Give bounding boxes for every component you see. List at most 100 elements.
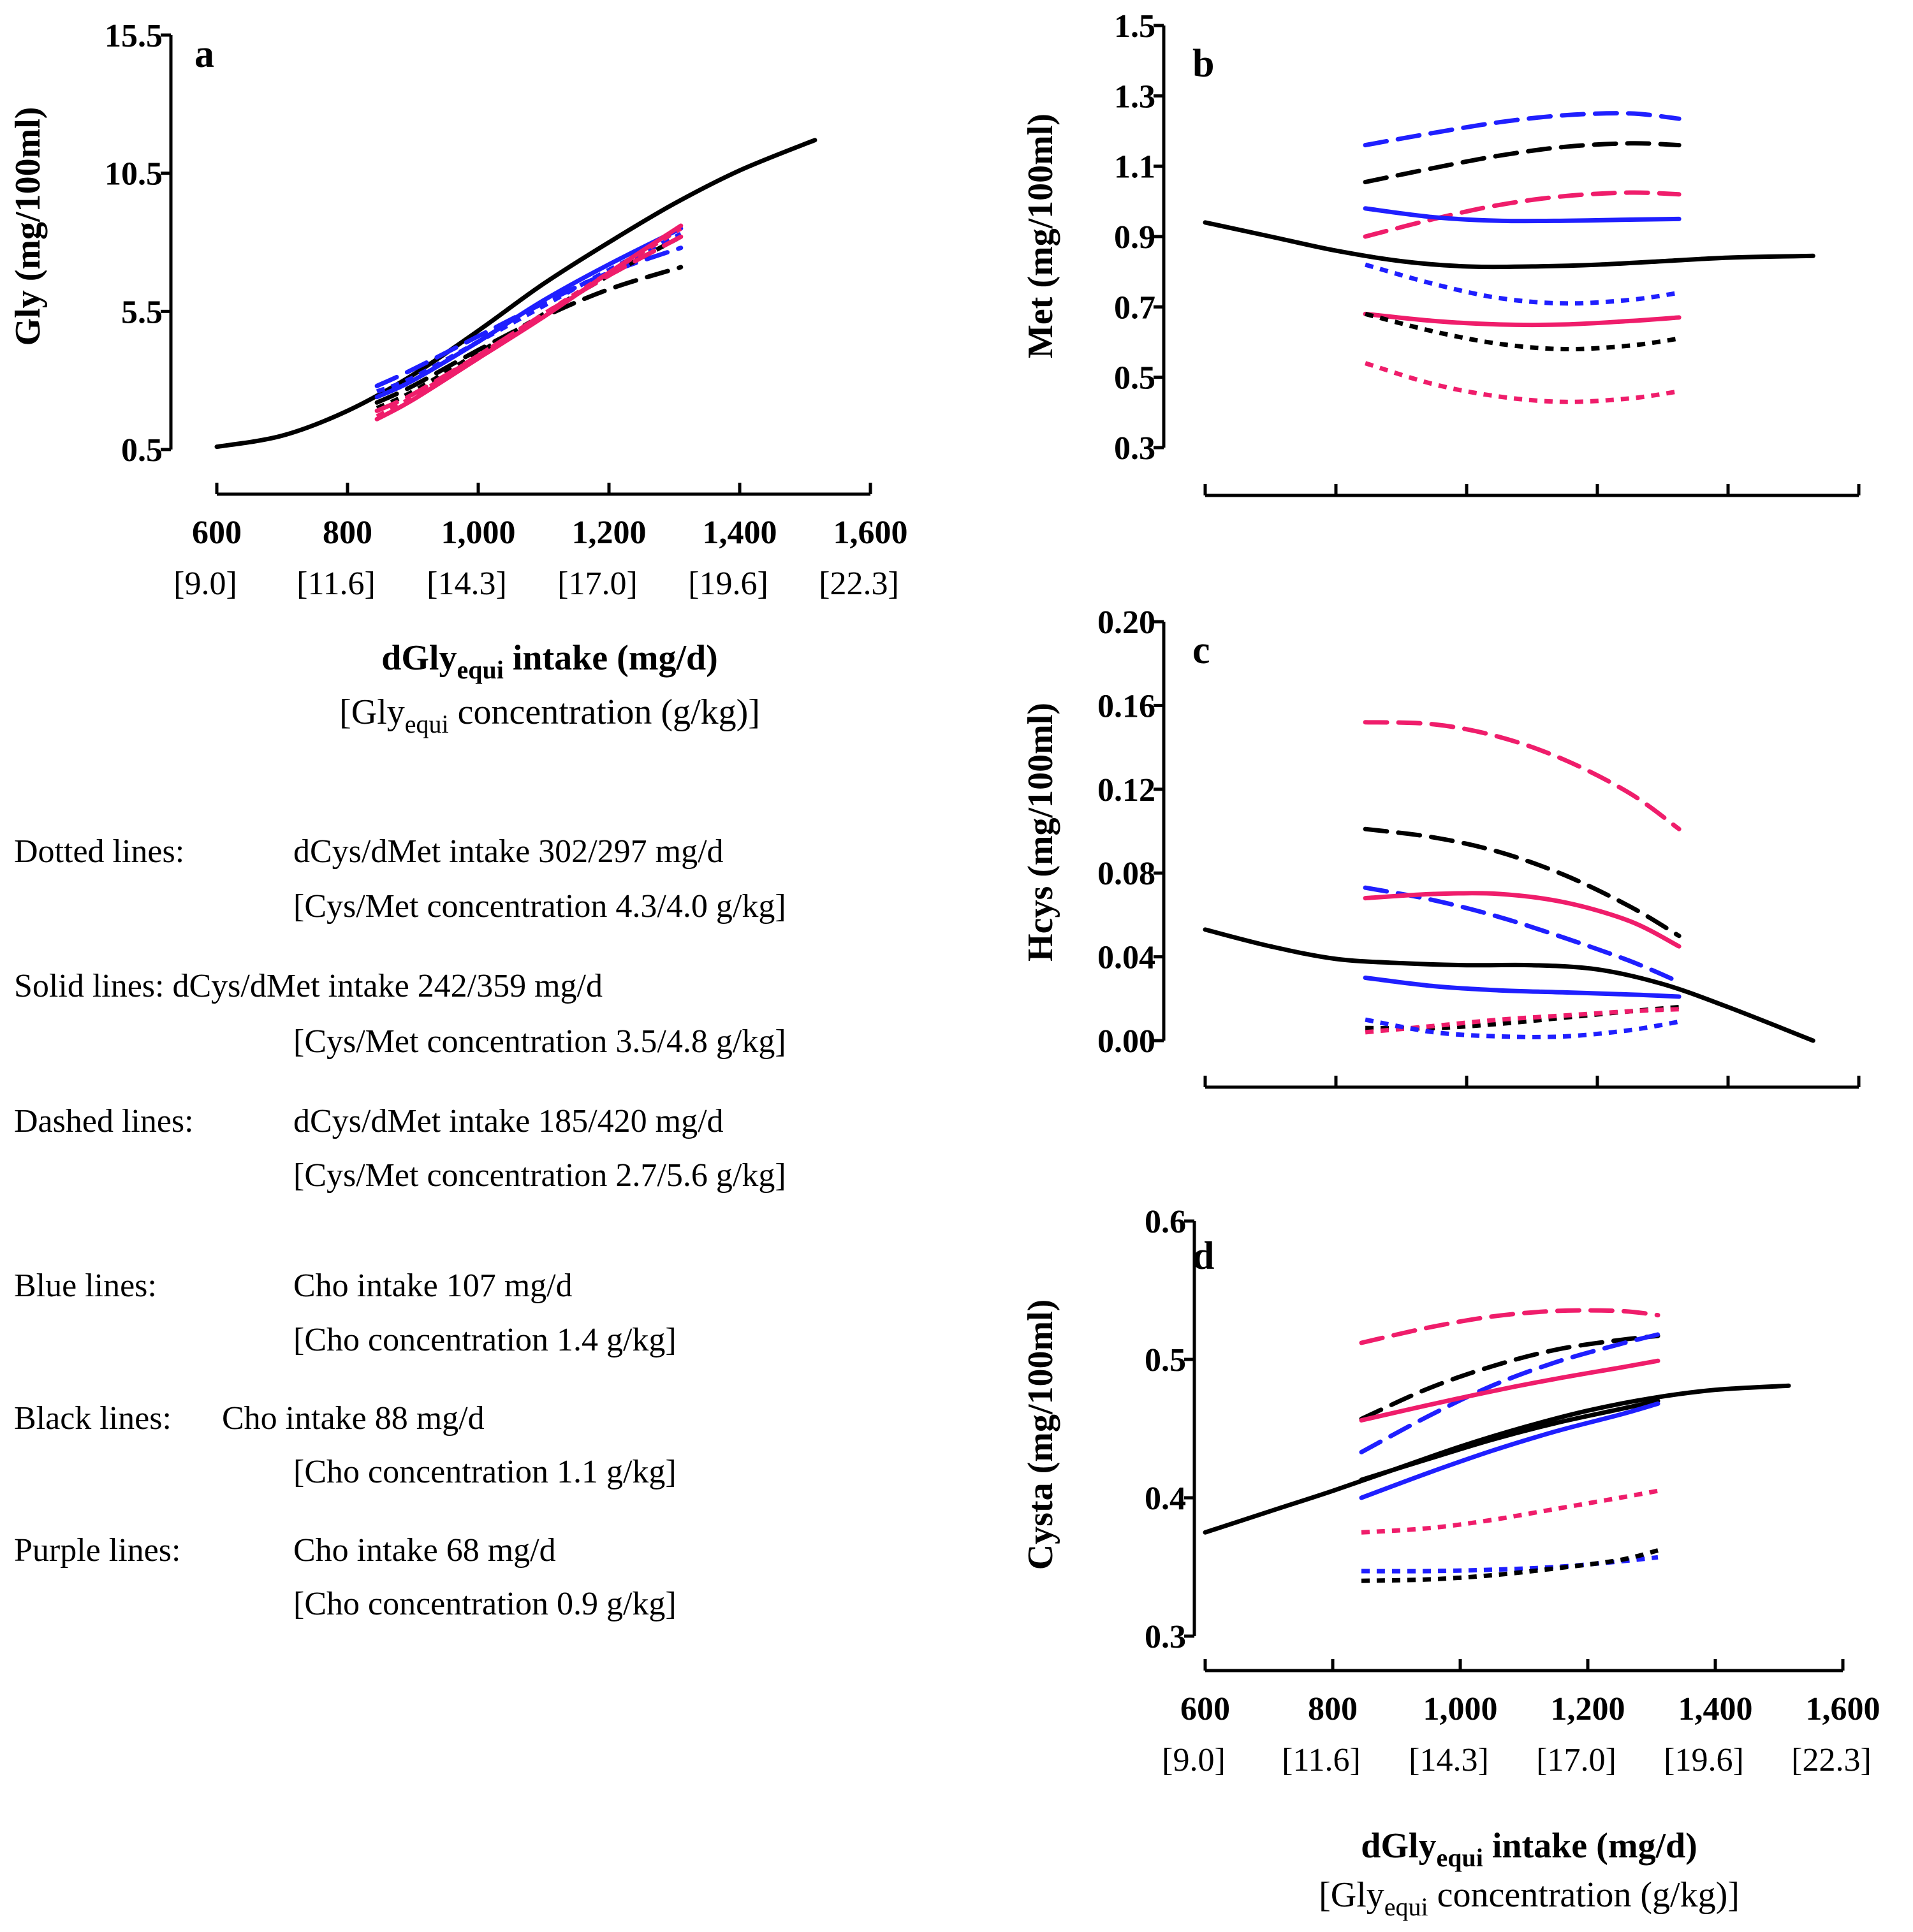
series-d-purple-dashed [1359, 1308, 1660, 1345]
x-tick-sublabel-a-2: [14.3] [427, 566, 507, 602]
x-tick-sublabel-d-1: [11.6] [1282, 1742, 1361, 1778]
series-c-purple-solid [1363, 891, 1682, 949]
series-b-blue-dotted [1365, 262, 1680, 306]
panel-label-d: d [1192, 1234, 1214, 1278]
axes-b: 0.3 0.5 0.7 0.9 1.1 1.3 1.5 [1114, 8, 1861, 497]
axes-c: 0.00 0.04 0.08 0.12 0.16 0.20 [1097, 604, 1861, 1089]
x-tick-sublabel-a-5: [22.3] [819, 566, 899, 602]
legend-blue-label: Blue lines: [14, 1268, 157, 1304]
series-c-black-dashed [1363, 826, 1682, 939]
x-tick-sublabel-a-3: [17.0] [557, 566, 638, 602]
y-axis-label-a: Gly (mg/100ml) [8, 107, 48, 346]
x-tick-sublabel-d-2: [14.3] [1409, 1742, 1489, 1778]
series-c-blue-solid [1363, 976, 1682, 999]
legend-purple-line1: Cho intake 68 mg/d [293, 1532, 556, 1569]
panel-label-c: c [1192, 629, 1210, 672]
legend-purple-line2: [Cho concentration 0.9 g/kg] [293, 1586, 677, 1622]
x-tick-sublabel-a-1: [11.6] [297, 566, 376, 602]
legend-dotted-line2: [Cys/Met concentration 4.3/4.0 g/kg] [293, 888, 786, 925]
y-tick-label-a-2: 10.5 [105, 156, 163, 193]
series-d-blue-dashed [1359, 1332, 1660, 1454]
series-b-purple-dashed [1363, 190, 1682, 239]
x-axis-conc-sub-a: equi [405, 710, 449, 738]
x-axis-title-main-d: dGly [1361, 1826, 1436, 1866]
series-b-blue-solid [1363, 206, 1682, 224]
x-axis-title-rest-a: intake (mg/d) [504, 638, 718, 678]
series-d [1203, 1308, 1791, 1583]
legend-purple-label: Purple lines: [14, 1532, 180, 1569]
y-tick-label-d-3: 0.6 [1145, 1204, 1186, 1240]
y-tick-label-c-4: 0.16 [1097, 688, 1155, 724]
series-a-black-dashed [374, 265, 684, 405]
series-d-black-dotted [1361, 1548, 1659, 1583]
x-tick-sublabel-a-0: [9.0] [173, 566, 237, 602]
y-tick-label-a-3: 15.5 [105, 18, 163, 54]
y-axis-label-d: Cysta (mg/100ml) [1021, 1299, 1060, 1570]
x-axis-title-rest-d: intake (mg/d) [1483, 1826, 1697, 1866]
x-axis-title-main-a: dGly [381, 638, 457, 678]
panel-label-b: b [1192, 42, 1214, 85]
x-tick-label-a-3: 1,200 [572, 515, 647, 551]
y-tick-label-b-5: 1.3 [1114, 78, 1155, 115]
y-tick-label-d-0: 0.3 [1145, 1619, 1186, 1655]
series-b-black-dashed [1363, 141, 1682, 184]
x-tick-sublabel-d-3: [17.0] [1536, 1742, 1616, 1778]
series-c-blue-dashed [1363, 885, 1682, 984]
legend-black-line2: [Cho concentration 1.1 g/kg] [293, 1454, 677, 1490]
x-tick-label-a-2: 1,000 [441, 515, 516, 551]
series-c-blue-dotted [1365, 1017, 1680, 1039]
x-tick-label-a-1: 800 [323, 515, 372, 551]
x-axis-concentration-a: [Glyequi concentration (g/kg)] [339, 692, 760, 738]
series-d-black-solid [1359, 1398, 1660, 1482]
y-tick-label-d-1: 0.4 [1145, 1481, 1186, 1517]
x-axis-title-a: dGlyequi intake (mg/d) [381, 638, 718, 684]
x-axis-concentration-d: [Glyequi concentration (g/kg)] [1319, 1875, 1740, 1921]
y-tick-label-c-1: 0.04 [1097, 940, 1155, 976]
y-tick-label-b-2: 0.7 [1114, 289, 1155, 326]
panel-label-a: a [194, 33, 214, 76]
y-tick-label-b-4: 1.1 [1114, 149, 1155, 186]
series-c-purple-dashed [1363, 720, 1682, 831]
y-tick-label-b-1: 0.5 [1114, 360, 1155, 397]
series-d-purple-dotted [1361, 1488, 1659, 1535]
axes-a: 0.5 5.5 10.5 15.5 600 [9.0] 800 [11.6] 1,000 [14.… [105, 18, 908, 602]
series-b-purple-solid [1363, 311, 1682, 328]
x-axis-conc-pre-d: [Gly [1319, 1875, 1384, 1915]
series-b [1203, 111, 1815, 404]
y-tick-label-c-2: 0.08 [1097, 856, 1155, 892]
series-c-reference [1203, 927, 1815, 1043]
legend-black-label: Black lines: [14, 1400, 172, 1437]
legend-dashed-line1: dCys/dMet intake 185/420 mg/d [293, 1103, 724, 1139]
series-a-reference [214, 138, 817, 450]
x-axis-conc-pre-a: [Gly [339, 692, 405, 732]
series-d-black-dashed [1359, 1333, 1660, 1421]
series-a [214, 138, 817, 450]
x-tick-label-d-2: 1,000 [1423, 1691, 1498, 1727]
panel-b: b Met (mg/100ml) 0.3 0.5 0.7 0.9 1.1 1.3 1.5 [1021, 8, 1861, 497]
series-a-purple-solid [374, 223, 684, 421]
x-tick-label-d-1: 800 [1308, 1691, 1358, 1727]
x-tick-label-d-3: 1,200 [1551, 1691, 1625, 1727]
x-axis-title-sub-a: equi [457, 655, 503, 684]
y-tick-label-b-0: 0.3 [1114, 430, 1155, 467]
y-axis-label-b: Met (mg/100ml) [1021, 113, 1060, 358]
legend-black-line1: Cho intake 88 mg/d [222, 1400, 485, 1437]
y-tick-label-a-1: 5.5 [121, 294, 163, 330]
x-tick-label-d-5: 1,600 [1806, 1691, 1880, 1727]
y-tick-label-c-0: 0.00 [1097, 1023, 1155, 1060]
series-b-purple-dotted [1365, 361, 1680, 404]
legend-solid-line2: [Cys/Met concentration 3.5/4.8 g/kg] [293, 1023, 786, 1060]
x-axis-conc-rest-a: concentration (g/kg)] [449, 692, 760, 732]
y-tick-label-a-0: 0.5 [121, 432, 163, 469]
series-a-purple-dashed [374, 234, 684, 413]
x-tick-label-a-4: 1,400 [703, 515, 777, 551]
series-b-blue-dashed [1363, 111, 1682, 148]
legend-dashed-label: Dashed lines: [14, 1103, 194, 1139]
panel-c: c Hcys (mg/100ml) 0.000.040.080.120.160.… [1021, 604, 1861, 1089]
legend-solid-label: Solid lines: dCys/dMet intake 242/359 mg… [14, 968, 603, 1004]
y-axis-label-c: Hcys (mg/100ml) [1021, 703, 1060, 962]
x-tick-label-a-0: 600 [192, 515, 242, 551]
series-a-blue-dashed [374, 245, 684, 388]
y-tick-label-c-5: 0.20 [1097, 604, 1155, 641]
